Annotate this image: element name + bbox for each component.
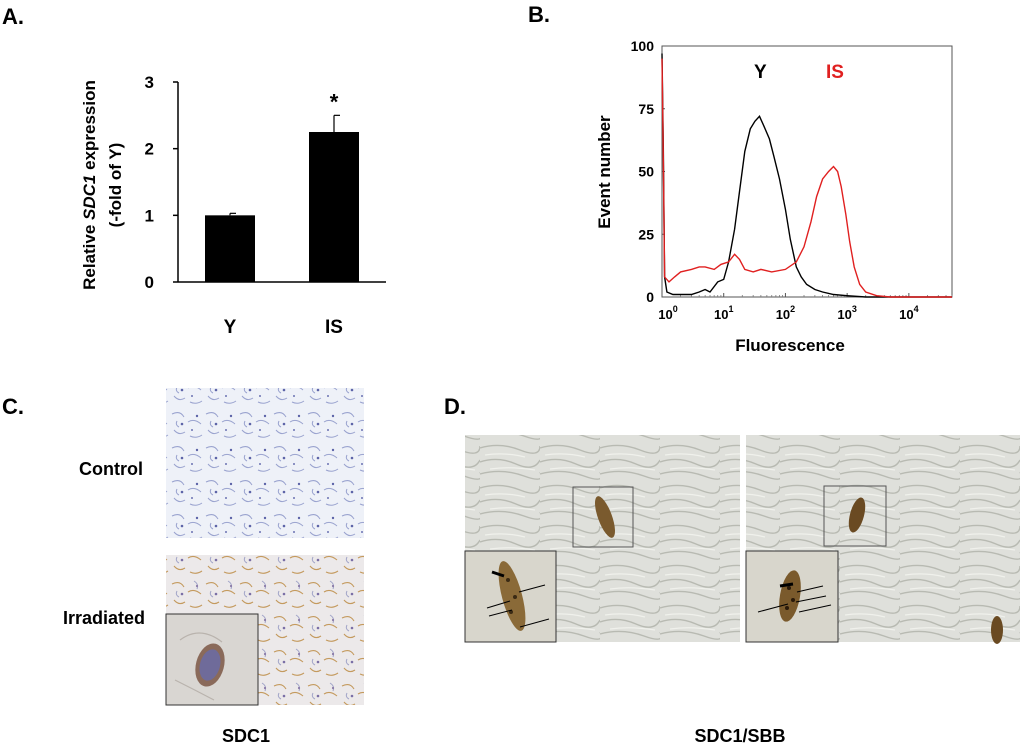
histogram-y-tick-label: 100 (631, 38, 655, 54)
tick-exponent: 4 (914, 304, 919, 314)
bar-chart-y-tick-label: 0 (145, 273, 154, 292)
tick-base: 10 (776, 307, 790, 322)
panel-label-c: C. (2, 394, 24, 419)
bar-chart-y-tick-label: 1 (145, 206, 154, 225)
tick-exponent: 2 (790, 304, 795, 314)
irradiated-inset (165, 613, 259, 706)
histogram-y-tick-label: 0 (646, 289, 654, 305)
bar-chart-ylabel-line2: (-fold of Y) (106, 143, 125, 228)
zoom-box (823, 485, 887, 547)
caption-sdc1-sbb: SDC1/SBB (694, 726, 785, 746)
histogram-ylabel: Event number (595, 115, 614, 229)
histogram-x-tick-label: 100 (658, 304, 677, 322)
histogram-x-tick-label: 103 (837, 304, 856, 322)
panel-label-a: A. (2, 4, 24, 29)
histogram-y-tick-label: 75 (638, 101, 654, 117)
right-inset (745, 550, 839, 643)
series-line-y (661, 53, 952, 298)
tick-exponent: 1 (728, 304, 733, 314)
stained-cell (991, 616, 1003, 644)
left-inset (464, 550, 557, 643)
series-line-is (661, 58, 952, 298)
histogram-y-tick-label: 25 (638, 226, 654, 242)
bar-chart-y-tick-label: 2 (145, 140, 154, 159)
bar-y (205, 215, 255, 282)
zoom-box (572, 486, 634, 548)
tick-base: 10 (837, 307, 851, 322)
significance-marker: * (330, 89, 339, 114)
control-micrograph (166, 388, 364, 538)
histogram-y-tick-label: 50 (638, 164, 654, 180)
bar-is (309, 132, 359, 282)
stained-cell (595, 496, 615, 538)
caption-sdc1: SDC1 (222, 726, 270, 746)
tick-base: 10 (658, 307, 672, 322)
row-label-control: Control (79, 459, 143, 479)
stained-cell (848, 497, 866, 533)
panel-label-b: B. (528, 2, 550, 27)
bar-category-label: IS (325, 317, 343, 338)
panel-label-d: D. (444, 394, 466, 419)
bar-chart-y-tick-label: 3 (145, 73, 154, 92)
legend-is: IS (826, 62, 844, 83)
histogram-x-tick-label: 101 (714, 304, 733, 322)
panel-d-micrographs: SDC1/SBB (464, 435, 1020, 746)
bar-chart-ylabel: Relative SDC1 expression (80, 80, 99, 290)
row-label-irradiated: Irradiated (63, 608, 145, 628)
histogram-x-tick-label: 104 (899, 304, 918, 322)
histogram-x-tick-label: 102 (776, 304, 795, 322)
legend-y: Y (754, 62, 767, 83)
panel-c-micrographs: Control Irradiated SDC1 (63, 388, 364, 746)
tick-exponent: 3 (852, 304, 857, 314)
histogram-xlabel: Fluorescence (735, 336, 845, 355)
tick-exponent: 0 (673, 304, 678, 314)
histogram-fluorescence: Event number Fluorescence Y IS 025507510… (595, 38, 953, 355)
tick-base: 10 (899, 307, 913, 322)
tick-base: 10 (714, 307, 728, 322)
bar-category-label: Y (224, 317, 237, 338)
histogram-plot-frame (661, 45, 953, 298)
bar-chart-sdc1-expression: Relative SDC1 expression (-fold of Y) 0 1… (80, 73, 386, 338)
